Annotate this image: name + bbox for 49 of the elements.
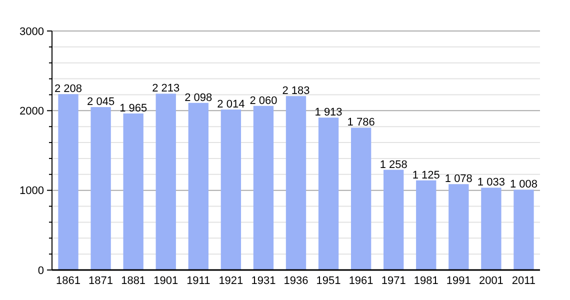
bar bbox=[384, 170, 404, 270]
data-label: 1 258 bbox=[380, 158, 408, 171]
data-label: 1 965 bbox=[120, 102, 148, 114]
data-label: 1 033 bbox=[477, 176, 505, 189]
y-tick-label: 2000 bbox=[20, 106, 44, 118]
bar bbox=[123, 113, 144, 270]
x-tick-label: 1921 bbox=[218, 275, 244, 287]
bar bbox=[318, 118, 339, 270]
bar bbox=[416, 180, 436, 270]
bar bbox=[514, 190, 534, 270]
bar bbox=[188, 102, 208, 270]
y-tick-label: 0 bbox=[38, 264, 44, 277]
bar bbox=[350, 128, 372, 270]
x-tick-label: 1881 bbox=[121, 275, 146, 287]
x-tick-label: 1961 bbox=[348, 275, 374, 287]
data-label: 1 913 bbox=[314, 106, 342, 119]
bar bbox=[448, 184, 469, 270]
x-tick-label: 2011 bbox=[512, 275, 536, 287]
bar bbox=[58, 94, 78, 270]
data-label: 1 078 bbox=[444, 173, 472, 186]
data-label: 1 008 bbox=[510, 178, 538, 191]
data-label: 2 045 bbox=[87, 96, 115, 108]
data-label: 2 098 bbox=[184, 92, 212, 104]
x-tick-label: 1951 bbox=[316, 275, 341, 287]
y-tick-label: 1000 bbox=[20, 185, 44, 198]
x-tick-label: 1991 bbox=[446, 275, 471, 287]
bar bbox=[286, 96, 306, 270]
x-tick-label: 2001 bbox=[478, 275, 504, 287]
bar bbox=[90, 107, 111, 270]
data-label: 2 213 bbox=[152, 82, 180, 95]
data-label: 2 014 bbox=[217, 98, 245, 111]
x-tick-label: 1911 bbox=[186, 275, 210, 287]
x-tick-label: 1861 bbox=[56, 275, 81, 287]
data-label: 1 786 bbox=[347, 116, 375, 129]
x-tick-label: 1871 bbox=[88, 275, 114, 287]
x-tick-label: 1971 bbox=[381, 275, 406, 287]
data-label: 1 125 bbox=[412, 169, 440, 182]
bar bbox=[481, 188, 502, 270]
bar bbox=[253, 106, 274, 270]
data-label: 2 060 bbox=[250, 94, 278, 107]
x-tick-label: 1931 bbox=[251, 275, 276, 287]
bar bbox=[156, 94, 176, 270]
x-tick-label: 1936 bbox=[284, 275, 308, 287]
data-label: 2 208 bbox=[54, 83, 82, 96]
data-label: 2 183 bbox=[282, 85, 310, 98]
y-tick-label: 3000 bbox=[20, 26, 44, 38]
x-tick-label: 1901 bbox=[154, 275, 178, 287]
x-tick-label: 1981 bbox=[414, 275, 438, 287]
bar bbox=[220, 110, 242, 270]
